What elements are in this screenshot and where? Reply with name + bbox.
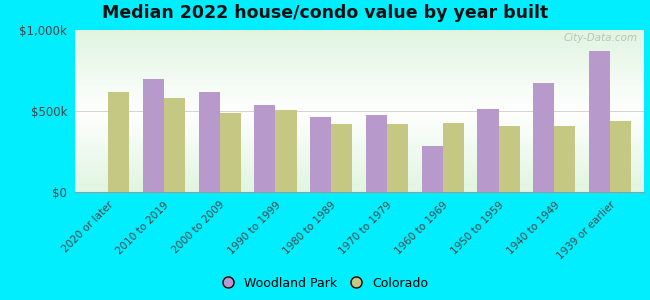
Text: Median 2022 house/condo value by year built: Median 2022 house/condo value by year bu… [102,4,548,22]
Bar [477,110,499,192]
Bar [254,105,276,192]
Bar [554,126,575,192]
Bar [310,118,332,192]
Bar [143,79,164,192]
Bar [499,126,520,192]
Bar [610,121,631,192]
Bar [589,51,610,192]
Bar [366,115,387,192]
Bar [164,98,185,192]
Bar [533,83,554,192]
Bar [422,146,443,192]
Bar [443,123,464,192]
Bar [198,92,220,192]
Bar [108,92,129,192]
Bar [220,112,241,192]
Bar [387,124,408,192]
Text: City-Data.com: City-Data.com [564,33,638,43]
Bar [332,124,352,192]
Bar [276,110,296,192]
Legend: Woodland Park, Colorado: Woodland Park, Colorado [218,273,432,294]
